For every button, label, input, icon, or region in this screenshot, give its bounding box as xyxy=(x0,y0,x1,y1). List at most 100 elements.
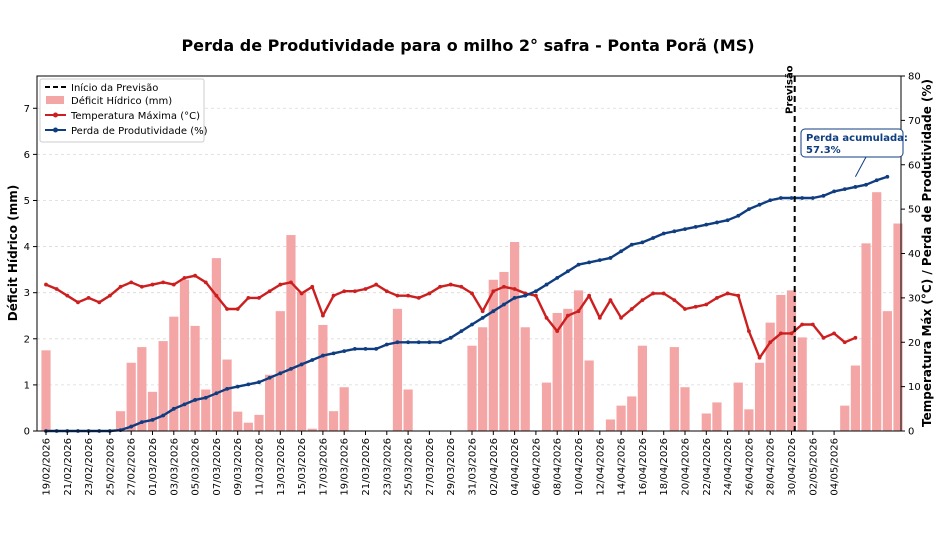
deficit-bar xyxy=(872,192,882,431)
x-tick-label: 23/02/2026 xyxy=(84,438,95,496)
deficit-bar xyxy=(488,279,498,431)
deficit-bar xyxy=(637,345,647,431)
productivity-loss-point xyxy=(321,353,325,358)
deficit-bar xyxy=(392,308,403,431)
deficit-bar xyxy=(776,294,786,431)
productivity-loss-point xyxy=(384,342,389,347)
temperature-point xyxy=(76,300,80,305)
productivity-loss-point xyxy=(555,276,560,280)
annotation-title: Perda acumulada: xyxy=(806,133,908,144)
temperature-point xyxy=(299,291,304,296)
productivity-loss-point xyxy=(789,196,794,200)
legend-deficit-label: Déficit Hídrico (mm) xyxy=(71,95,172,107)
productivity-loss-point xyxy=(821,193,826,198)
productivity-loss-point xyxy=(214,391,219,396)
x-tick-label: 22/04/2026 xyxy=(702,438,713,496)
temperature-point xyxy=(693,304,698,309)
productivity-loss-point xyxy=(310,358,315,362)
temperature-point xyxy=(139,284,144,289)
x-tick-label: 06/04/2026 xyxy=(531,438,542,496)
temperature-point xyxy=(331,293,336,298)
deficit-bar xyxy=(552,312,562,431)
y-left-tick-label: 5 xyxy=(24,196,30,207)
x-tick-label: 04/05/2026 xyxy=(830,438,841,496)
deficit-bar xyxy=(882,311,892,431)
deficit-bar xyxy=(499,271,509,431)
deficit-bar xyxy=(605,419,616,431)
temperature-point xyxy=(619,315,623,320)
temperature-point xyxy=(821,335,826,340)
deficit-bar xyxy=(712,402,722,431)
productivity-loss-point xyxy=(874,178,879,183)
x-tick-label: 09/03/2026 xyxy=(233,438,244,496)
deficit-bar xyxy=(328,411,339,431)
temperature-point xyxy=(161,280,166,285)
productivity-loss-point xyxy=(470,322,474,327)
y-left-tick-label: 1 xyxy=(24,380,30,391)
y-right-tick-label: 60 xyxy=(908,160,921,171)
deficit-bar xyxy=(275,311,285,431)
temperature-point xyxy=(853,335,858,340)
y-left-tick-label: 6 xyxy=(24,150,30,161)
productivity-loss-point xyxy=(523,293,528,298)
productivity-loss-point xyxy=(619,249,623,254)
x-tick-label: 24/04/2026 xyxy=(723,438,734,496)
productivity-loss-point xyxy=(683,227,687,231)
temperature-point xyxy=(278,282,283,287)
temperature-point xyxy=(842,340,847,345)
productivity-loss-point xyxy=(406,340,410,345)
temperature-point xyxy=(44,282,48,287)
productivity-loss-point xyxy=(289,366,293,371)
temperature-point xyxy=(384,289,389,294)
productivity-loss-point xyxy=(768,198,773,203)
forecast-label: Previsão xyxy=(785,65,796,114)
productivity-loss-point xyxy=(459,329,464,334)
x-tick-label: 13/03/2026 xyxy=(276,438,287,496)
productivity-loss-point xyxy=(225,386,229,391)
productivity-loss-point xyxy=(193,398,198,402)
deficit-bar xyxy=(339,387,349,431)
productivity-loss-point xyxy=(267,375,272,380)
temperature-point xyxy=(597,315,602,320)
temperature-point xyxy=(97,300,102,305)
deficit-bar xyxy=(573,290,584,431)
temperature-point xyxy=(768,340,773,345)
legend-deficit-swatch xyxy=(46,96,64,104)
deficit-bar xyxy=(403,389,413,431)
productivity-loss-point xyxy=(161,413,166,418)
productivity-loss-point xyxy=(139,420,144,425)
deficit-bar xyxy=(243,422,253,431)
productivity-loss-point xyxy=(182,402,187,407)
x-tick-label: 01/03/2026 xyxy=(148,438,159,496)
deficit-bar xyxy=(744,409,754,431)
productivity-loss-point xyxy=(448,335,453,340)
temperature-point xyxy=(203,280,208,285)
x-tick-label: 30/04/2026 xyxy=(787,438,798,496)
temperature-point xyxy=(736,293,741,298)
y-left-tick-label: 4 xyxy=(24,242,30,253)
annotation-box xyxy=(800,128,904,158)
deficit-bar xyxy=(137,347,147,431)
deficit-bar xyxy=(520,327,530,431)
temperature-point xyxy=(608,298,613,302)
productivity-loss-point xyxy=(331,351,336,356)
deficit-bar xyxy=(733,382,743,431)
temperature-point xyxy=(715,295,719,300)
temperature-point xyxy=(725,291,730,296)
x-tick-label: 27/02/2026 xyxy=(127,438,138,496)
legend-box xyxy=(39,78,205,143)
temperature-point xyxy=(321,313,325,318)
y-left-tick-label: 7 xyxy=(24,104,30,115)
productivity-loss-point xyxy=(171,406,176,411)
temperature-point xyxy=(672,298,677,302)
y-right-tick-label: 30 xyxy=(908,293,921,304)
series-lines xyxy=(44,174,890,433)
temperature-point xyxy=(342,289,347,294)
deficit-bar xyxy=(41,350,51,431)
deficit-bar xyxy=(147,391,158,431)
productivity-loss-point xyxy=(129,424,134,429)
productivity-loss-line xyxy=(46,175,888,433)
deficit-bar xyxy=(616,405,626,431)
temperature-point xyxy=(683,307,687,311)
temperature-point xyxy=(555,329,560,334)
